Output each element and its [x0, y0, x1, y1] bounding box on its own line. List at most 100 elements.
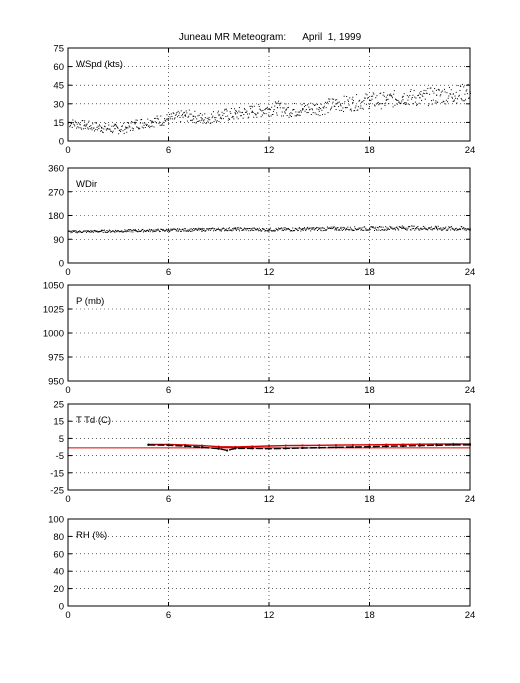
data-point	[357, 109, 359, 111]
data-point	[310, 230, 312, 232]
data-point	[162, 229, 164, 231]
data-point	[350, 108, 352, 110]
data-point	[299, 228, 301, 230]
data-point	[219, 117, 221, 119]
data-point	[455, 91, 457, 93]
data-point	[313, 105, 315, 107]
data-point	[178, 114, 180, 116]
data-point	[326, 226, 328, 228]
data-point	[351, 98, 353, 100]
data-point	[460, 97, 462, 99]
data-point	[335, 103, 337, 105]
data-point	[77, 231, 79, 233]
data-point	[110, 130, 112, 132]
data-point	[187, 229, 189, 231]
data-point	[149, 127, 151, 129]
data-point	[149, 228, 151, 230]
data-point	[123, 231, 125, 233]
data-point	[292, 109, 294, 111]
data-point	[133, 229, 135, 231]
data-point	[197, 115, 199, 117]
data-point	[75, 231, 77, 233]
data-point	[172, 229, 174, 231]
data-point	[208, 117, 210, 119]
data-point	[174, 228, 176, 230]
data-point	[183, 228, 185, 230]
data-point	[147, 230, 149, 232]
data-point	[419, 229, 421, 231]
data-point	[435, 100, 437, 102]
data-point	[409, 226, 411, 228]
data-point	[372, 92, 374, 94]
data-point	[196, 118, 198, 120]
data-point	[227, 230, 229, 232]
data-point	[253, 229, 255, 231]
data-point	[426, 229, 428, 231]
data-point	[432, 99, 434, 101]
data-point	[288, 116, 290, 118]
data-point	[346, 95, 348, 97]
data-point	[314, 112, 316, 114]
data-point	[186, 230, 188, 232]
data-point	[278, 228, 280, 230]
data-point	[317, 114, 319, 116]
data-point	[72, 119, 74, 121]
data-point	[297, 111, 299, 113]
data-point	[133, 128, 135, 130]
data-point	[71, 122, 73, 124]
data-point	[445, 229, 447, 231]
data-point	[202, 122, 204, 124]
data-point	[458, 94, 460, 96]
data-point	[341, 109, 343, 111]
data-point	[216, 228, 218, 230]
data-point	[179, 116, 181, 118]
data-point	[151, 229, 153, 231]
data-point	[463, 229, 465, 231]
data-point	[435, 226, 437, 228]
data-point	[85, 125, 87, 127]
data-point	[378, 226, 380, 228]
data-point	[301, 104, 303, 106]
data-point	[454, 95, 456, 97]
data-point	[312, 109, 314, 111]
data-point	[241, 229, 243, 231]
data-point	[134, 123, 136, 125]
data-point	[303, 102, 305, 104]
data-point	[171, 115, 173, 117]
data-point	[170, 118, 172, 120]
data-point	[372, 227, 374, 229]
data-point	[388, 103, 390, 105]
data-point	[168, 229, 170, 231]
data-point	[448, 226, 450, 228]
data-point	[290, 230, 292, 232]
data-point	[156, 229, 158, 231]
data-point	[191, 228, 193, 230]
data-point	[284, 227, 286, 229]
y-tick-label: 5	[59, 434, 64, 445]
data-point	[295, 115, 297, 117]
data-point	[417, 94, 419, 96]
data-point	[337, 226, 339, 228]
data-point	[317, 230, 319, 232]
data-point	[179, 229, 181, 231]
data-point	[437, 229, 439, 231]
data-point	[161, 228, 163, 230]
data-point	[316, 226, 318, 228]
data-point	[167, 118, 169, 120]
data-point	[84, 230, 86, 232]
data-point	[297, 114, 299, 116]
x-tick-label: 12	[264, 494, 275, 505]
data-point	[399, 226, 401, 228]
series-point	[301, 444, 304, 447]
data-point	[385, 226, 387, 228]
data-point	[272, 114, 274, 116]
data-point	[134, 229, 136, 231]
data-point	[232, 116, 234, 118]
data-point	[151, 122, 153, 124]
data-point	[334, 105, 336, 107]
data-point	[392, 106, 394, 108]
data-point	[427, 229, 429, 231]
data-point	[274, 230, 276, 232]
data-point	[274, 105, 276, 107]
y-tick-label: 45	[53, 81, 64, 92]
